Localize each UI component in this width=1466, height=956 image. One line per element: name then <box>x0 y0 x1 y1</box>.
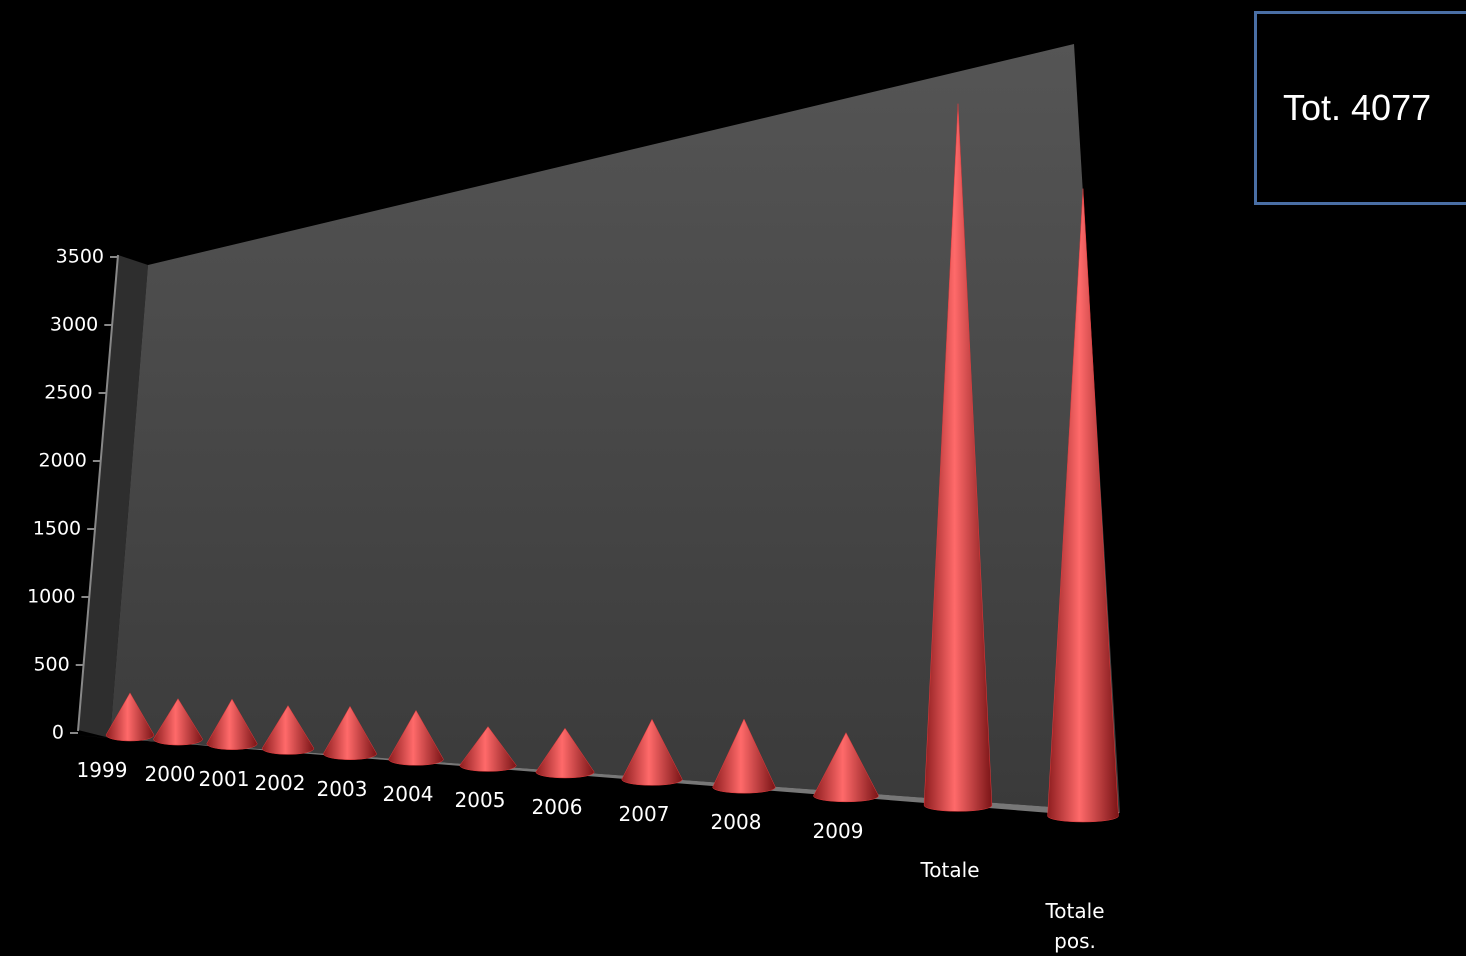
x-tick-label: 2005 <box>454 788 506 813</box>
x-tick-label: 2003 <box>316 776 368 801</box>
y-tick-label: 2500 <box>44 382 92 404</box>
cone <box>105 692 155 742</box>
y-tick-label: 0 <box>52 722 64 744</box>
cone <box>388 709 444 766</box>
cone <box>923 103 993 812</box>
cone <box>261 705 315 755</box>
x-tick-label: 2009 <box>812 818 864 843</box>
x-tick-label: 2000 <box>144 762 196 787</box>
x-tick-label: 2001 <box>198 766 250 791</box>
y-tick-label: 2000 <box>38 450 86 472</box>
x-tick-label: 2002 <box>254 771 306 796</box>
total-text: Tot. 4077 <box>1283 87 1432 128</box>
x-tick-label: Totale <box>920 858 980 883</box>
cone <box>323 705 377 760</box>
cone <box>459 726 517 772</box>
y-axis <box>77 254 119 732</box>
chart: 0 500 1000 1500 2000 2500 3000 3500 <box>27 44 1120 823</box>
y-tick-label: 3500 <box>56 246 104 268</box>
y-tick-label: 500 <box>33 654 69 676</box>
y-tick-label: 1500 <box>33 518 81 540</box>
x-tick-label: 2008 <box>710 810 762 835</box>
cone <box>621 718 683 786</box>
x-tick-label: 2004 <box>382 782 434 807</box>
y-tick-label: 3000 <box>50 314 98 336</box>
cone <box>712 718 776 794</box>
back-wall <box>110 44 1120 812</box>
cone <box>206 698 258 750</box>
cone <box>535 727 595 779</box>
x-tick-label: 2007 <box>618 802 670 827</box>
y-tick-label: 1000 <box>27 586 75 608</box>
cone <box>153 698 203 746</box>
cone <box>1047 188 1119 823</box>
x-tick-label: Totale pos. <box>1045 899 1105 953</box>
x-tick-label: 2006 <box>531 794 583 819</box>
x-tick-label: 1999 <box>76 758 128 782</box>
total-box: Tot. 4077 <box>1254 11 1466 205</box>
side-wall <box>78 255 148 738</box>
cone <box>813 732 879 803</box>
